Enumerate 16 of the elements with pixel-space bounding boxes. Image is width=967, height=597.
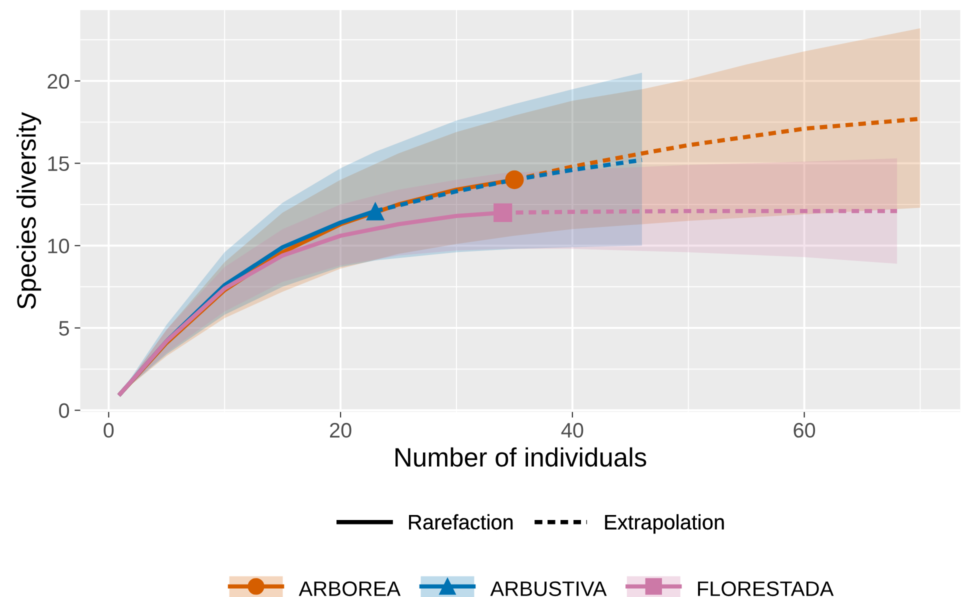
y-tick-label: 0 [59, 403, 70, 418]
legend-label: FLORESTADA [698, 581, 834, 596]
y-tick-label: 5 [59, 321, 69, 336]
y-axis-title: Species diversity [16, 112, 42, 309]
text: Extrapolation [605, 514, 724, 534]
x-tick-label: 0 [104, 422, 114, 438]
x-axis-title: Number of individuals [396, 447, 646, 467]
y-tick-label: 15 [48, 156, 69, 172]
x-tick-label: 40 [561, 422, 584, 438]
legend-label: ARBOREA [298, 581, 401, 596]
legend-label: ARBUSTIVA [490, 581, 607, 596]
x-tick-label: 60 [794, 422, 816, 438]
y-tick-label: 20 [48, 74, 70, 89]
y-tick-label: 10 [48, 238, 70, 254]
x-tick-label: 20 [330, 422, 352, 438]
text: Rarefaction [409, 514, 513, 530]
